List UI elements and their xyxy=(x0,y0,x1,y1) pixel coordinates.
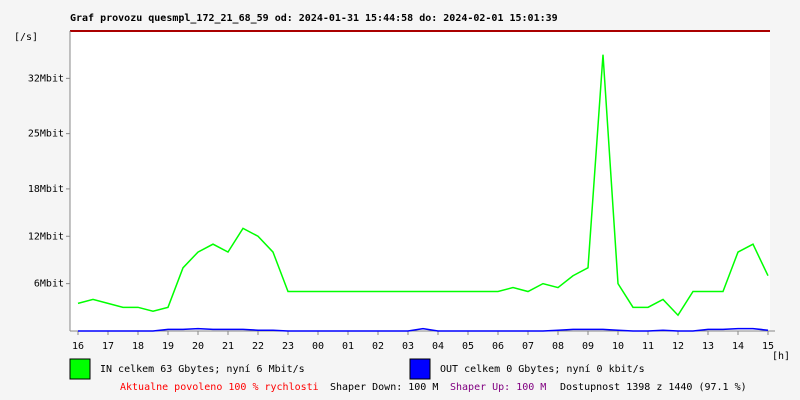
x-tick-label: 03 xyxy=(402,341,414,352)
series-line xyxy=(77,54,769,317)
x-tick-label: 01 xyxy=(342,341,354,352)
y-tick-label: 6Mbit xyxy=(34,279,64,290)
x-tick-label: 19 xyxy=(162,341,174,352)
x-tick-label: 12 xyxy=(672,341,684,352)
legend-label: IN celkem 63 Gbytes; nyní 6 Mbit/s xyxy=(100,363,305,375)
y-tick-label: 12Mbit xyxy=(28,231,64,242)
footer-text: Aktualne povoleno 100 % rychlosti xyxy=(120,382,319,393)
x-tick-label: 18 xyxy=(132,341,144,352)
x-unit: [h] xyxy=(772,351,790,362)
x-tick-label: 02 xyxy=(372,341,384,352)
x-tick-label: 21 xyxy=(222,341,234,352)
footer-text: Shaper Down: 100 M xyxy=(330,382,438,393)
x-tick-label: 09 xyxy=(582,341,594,352)
x-tick-label: 20 xyxy=(192,341,204,352)
y-unit: [/s] xyxy=(14,32,38,43)
legend-swatch xyxy=(69,358,91,380)
series-line xyxy=(78,327,769,332)
x-tick-label: 00 xyxy=(312,341,324,352)
x-tick-label: 04 xyxy=(432,341,444,352)
footer-text: Shaper Up: 100 M xyxy=(450,382,546,393)
x-tick-label: 22 xyxy=(252,341,264,352)
x-tick-label: 16 xyxy=(72,341,84,352)
y-tick-label: 32Mbit xyxy=(28,73,64,84)
x-tick-label: 05 xyxy=(462,341,474,352)
legend-label: OUT celkem 0 Gbytes; nyní 0 kbit/s xyxy=(440,363,645,375)
x-tick-label: 23 xyxy=(282,341,294,352)
x-tick-label: 08 xyxy=(552,341,564,352)
legend-swatch xyxy=(409,358,431,380)
x-tick-label: 10 xyxy=(612,341,624,352)
footer-text: Dostupnost 1398 z 1440 (97.1 %) xyxy=(560,382,747,393)
x-tick-label: 11 xyxy=(642,341,654,352)
x-tick-label: 06 xyxy=(492,341,504,352)
x-tick-label: 14 xyxy=(732,341,744,352)
x-tick-label: 17 xyxy=(102,341,114,352)
x-tick-label: 07 xyxy=(522,341,534,352)
y-tick-label: 25Mbit xyxy=(28,129,64,140)
x-tick-label: 13 xyxy=(702,341,714,352)
chart-title: Graf provozu quesmpl_172_21_68_59 od: 20… xyxy=(70,13,558,24)
plot-area xyxy=(70,31,770,331)
y-tick-label: 18Mbit xyxy=(28,184,64,195)
x-tick-label: 15 xyxy=(762,341,774,352)
